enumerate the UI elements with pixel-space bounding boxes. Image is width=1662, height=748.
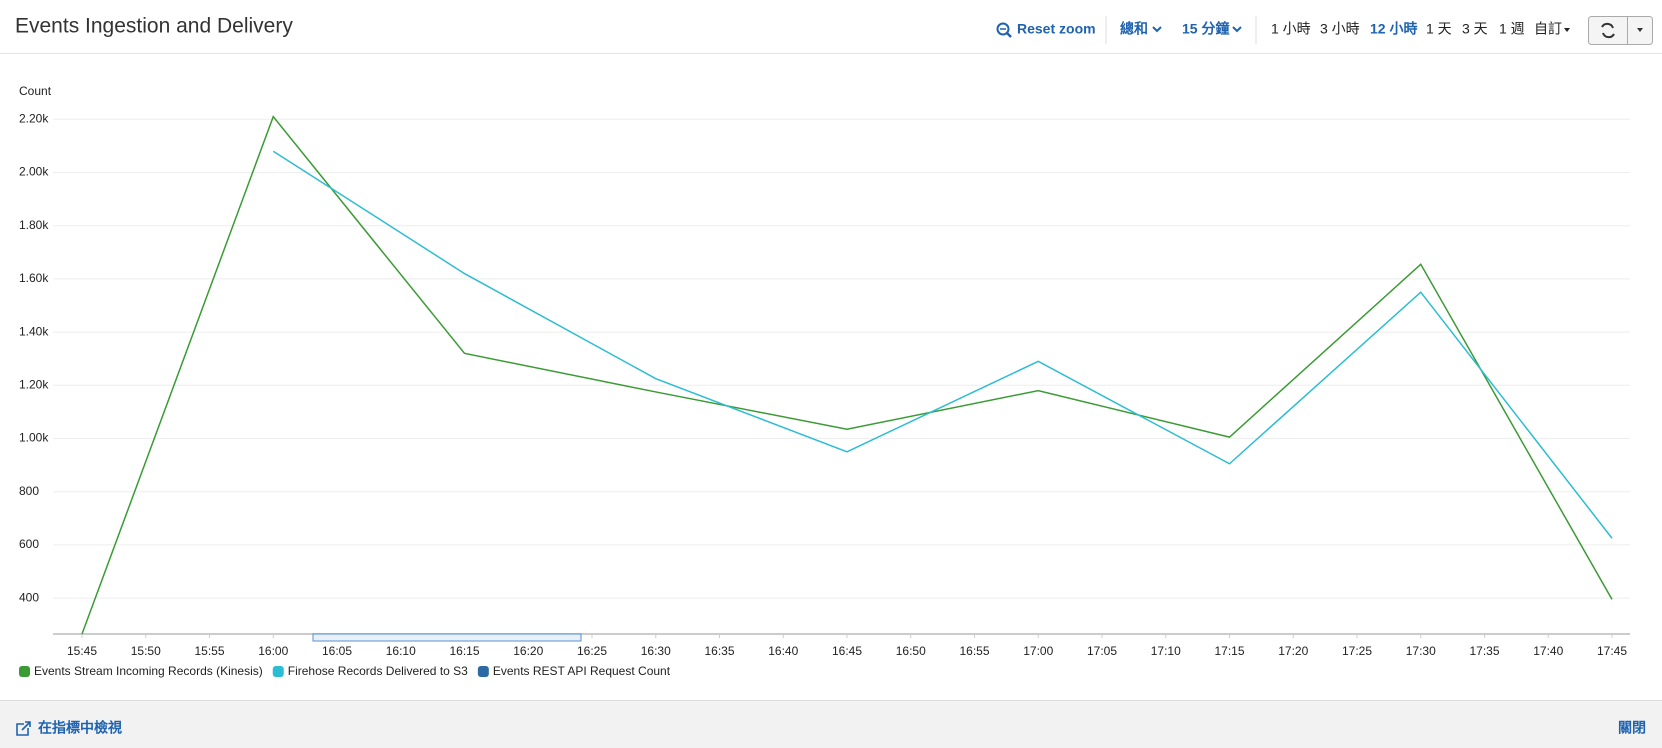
legend-swatch[interactable] — [477, 666, 489, 677]
time-range[interactable]: 3 小時 — [1320, 21, 1360, 37]
y-tick-label: 2.20k — [19, 111, 49, 125]
legend-label[interactable]: Firehose Records Delivered to S3 — [288, 664, 468, 678]
x-tick-label: 15:55 — [194, 644, 224, 658]
statistic-dropdown[interactable]: 總和 — [1120, 21, 1148, 37]
legend-label[interactable]: Events Stream Incoming Records (Kinesis) — [34, 664, 263, 678]
y-tick-label: 1.60k — [19, 271, 49, 285]
series-line — [81, 115, 1613, 635]
y-tick-label: 1.40k — [19, 324, 49, 338]
legend-swatch[interactable] — [272, 666, 284, 677]
chevron — [1152, 26, 1162, 33]
time-range[interactable]: 1 天 — [1426, 21, 1452, 37]
view-in-metrics-link[interactable]: 在指標中檢視 — [38, 720, 122, 736]
y-tick-label: 1.20k — [19, 377, 49, 391]
close-link[interactable]: 關閉 — [1618, 720, 1646, 736]
x-tick-label: 17:10 — [1151, 644, 1181, 658]
y-tick-label: 400 — [19, 590, 39, 604]
x-tick-label: 16:00 — [258, 644, 288, 658]
x-tick-label: 17:35 — [1469, 644, 1499, 658]
x-tick-label: 15:50 — [131, 644, 161, 658]
x-tick-label: 16:20 — [513, 644, 543, 658]
button-frame — [1588, 16, 1653, 45]
x-tick-label: 17:25 — [1342, 644, 1372, 658]
legend: Events Stream Incoming Records (Kinesis)… — [19, 664, 671, 678]
external-link-icon — [16, 721, 31, 736]
x-tick-label: 17:15 — [1214, 644, 1244, 658]
legend-label[interactable]: Events REST API Request Count — [493, 664, 671, 678]
time-range[interactable]: 1 小時 — [1271, 21, 1311, 37]
x-tick-label: 16:50 — [896, 644, 926, 658]
refresh-icon — [1601, 22, 1615, 39]
refresh-button[interactable] — [1588, 16, 1653, 45]
zoom-selection[interactable] — [312, 633, 582, 642]
x-tick-label: 16:30 — [641, 644, 671, 658]
legend-swatch[interactable] — [19, 666, 30, 677]
time-ranges: 1 小時 3 小時 12 小時 1 天 3 天 1 週 — [1271, 21, 1525, 37]
x-tick-label: 17:40 — [1533, 644, 1563, 658]
reset-zoom[interactable]: Reset zoom — [996, 21, 1096, 38]
x-tick-label: 17:45 — [1597, 644, 1627, 658]
x-tick-label: 16:45 — [832, 644, 862, 658]
x-tick-label: 16:40 — [768, 644, 798, 658]
caret — [1637, 28, 1643, 32]
x-tick-label: 17:20 — [1278, 644, 1308, 658]
plot-area: 400 600 800 1.00k 1.20k 1.40k 1.60k 1.80k 2.00k 2… — [19, 111, 1630, 658]
time-range[interactable]: 3 天 — [1462, 21, 1488, 37]
widget-title: Events Ingestion and Delivery — [15, 15, 293, 38]
y-tick-label: 800 — [19, 484, 39, 498]
series-line — [272, 150, 1613, 539]
caret — [1564, 28, 1570, 32]
x-tick-label: 17:05 — [1087, 644, 1117, 658]
zoom-icon-handle — [1006, 32, 1012, 38]
y-tick-label: 600 — [19, 537, 39, 551]
zoom-icon — [996, 22, 1010, 36]
time-range[interactable]: 1 週 — [1499, 21, 1525, 37]
x-tick-label: 17:00 — [1023, 644, 1053, 658]
x-tick-label: 16:05 — [322, 644, 352, 658]
x-tick-label: 16:35 — [704, 644, 734, 658]
period-dropdown[interactable]: 15 分鐘 — [1182, 21, 1229, 37]
footer — [0, 700, 1662, 748]
reset-zoom-label[interactable]: Reset zoom — [1017, 21, 1096, 37]
time-range[interactable]: 12 小時 — [1370, 21, 1417, 37]
x-tick-label: 16:10 — [386, 644, 416, 658]
x-tick-label: 16:55 — [959, 644, 989, 658]
x-tick-label: 15:45 — [67, 644, 97, 658]
x-tick-label: 16:15 — [449, 644, 479, 658]
y-axis-label: Count — [19, 84, 52, 98]
chevron — [1232, 26, 1242, 33]
view-in-metrics[interactable]: 在指標中檢視 — [16, 720, 122, 736]
custom-range[interactable]: 自訂 — [1534, 21, 1562, 37]
y-tick-label: 1.00k — [19, 431, 49, 445]
y-tick-label: 1.80k — [19, 218, 49, 232]
x-tick-label: 17:30 — [1406, 644, 1436, 658]
x-tick-label: 16:25 — [577, 644, 607, 658]
y-tick-label: 2.00k — [19, 165, 49, 179]
